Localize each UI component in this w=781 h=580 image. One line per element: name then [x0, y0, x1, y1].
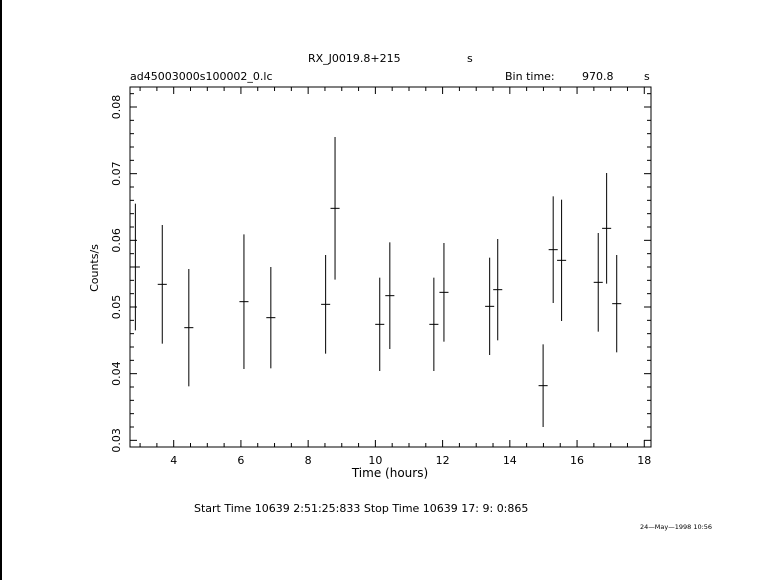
x-tick-label: 12 — [436, 454, 450, 467]
chart-subtitle: ad45003000s100002_0.lc — [130, 70, 273, 83]
x-tick-label: 10 — [368, 454, 382, 467]
y-tick-label: 0.03 — [110, 428, 123, 453]
plot-frame — [129, 86, 652, 448]
x-tick-label: 4 — [170, 454, 177, 467]
data-points — [130, 137, 622, 427]
data-point — [375, 277, 385, 371]
data-point — [385, 242, 395, 349]
y-tick-label: 0.06 — [110, 228, 123, 253]
data-point — [439, 243, 449, 342]
bin-time-value: 970.8 — [582, 70, 614, 83]
bin-time-label: Bin time: — [505, 70, 555, 83]
y-tick-label: 0.08 — [110, 95, 123, 120]
x-tick-label: 18 — [637, 454, 651, 467]
y-tick-label: 0.04 — [110, 361, 123, 386]
data-point — [239, 234, 249, 369]
data-point — [157, 225, 167, 344]
x-tick-label: 14 — [503, 454, 517, 467]
x-axis-ticks: 4 6 8 10 12 14 16 18 — [139, 87, 651, 467]
bin-time-unit: s — [644, 70, 650, 83]
plot-date: 24—May—1998 10:56 — [640, 523, 712, 531]
y-axis-label: Counts/s — [88, 244, 101, 292]
data-point — [548, 196, 558, 303]
data-point — [602, 173, 612, 284]
y-tick-label: 0.05 — [110, 295, 123, 320]
chart-title-suffix: s — [467, 52, 473, 65]
x-axis-label: Time (hours) — [351, 466, 428, 480]
data-point — [612, 255, 622, 353]
data-point — [429, 277, 439, 371]
y-tick-label: 0.07 — [110, 161, 123, 186]
data-point — [184, 269, 194, 387]
start-stop-times: Start Time 10639 2:51:25:833 Stop Time 1… — [194, 502, 528, 515]
y-axis-ticks: 0.03 0.04 0.05 0.06 0.07 0.08 — [110, 93, 651, 453]
chart-title: RX_J0019.8+215 — [308, 52, 401, 65]
data-point — [593, 233, 603, 332]
data-point — [130, 203, 140, 331]
data-point — [321, 255, 331, 354]
data-point — [557, 199, 567, 321]
x-tick-label: 8 — [305, 454, 312, 467]
data-point — [266, 267, 276, 369]
data-point — [485, 257, 495, 355]
data-point — [330, 137, 340, 280]
data-point — [538, 344, 548, 427]
left-border — [0, 0, 2, 580]
x-tick-label: 16 — [570, 454, 584, 467]
x-tick-label: 6 — [237, 454, 244, 467]
data-point — [493, 239, 503, 341]
